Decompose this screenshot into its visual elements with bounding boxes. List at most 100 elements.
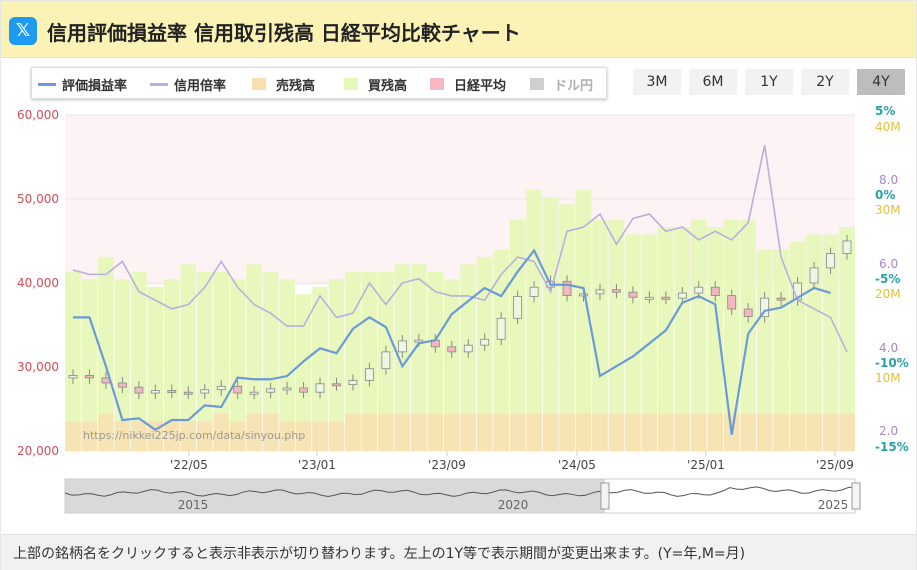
sell-balance-bar xyxy=(98,413,114,451)
right-axis-pct-tick: 0% xyxy=(875,188,895,202)
legend-item[interactable]: ドル円 xyxy=(554,79,594,94)
sell-balance-bar xyxy=(592,413,608,451)
sell-balance-bar xyxy=(690,413,707,451)
nikkei-candle xyxy=(463,344,473,353)
left-axis-tick: 20,000 xyxy=(17,444,59,458)
header-bar: 𝕏 信用評価損益率 信用取引残高 日経平均比較チャート xyxy=(1,1,916,58)
navigator-label: 2025 xyxy=(818,498,849,512)
legend-item[interactable]: 評価損益率 xyxy=(62,79,128,94)
sell-balance-bar xyxy=(213,413,230,451)
nikkei-candle xyxy=(513,296,523,319)
sell-balance-bar xyxy=(328,421,345,451)
buy-balance-bar xyxy=(493,249,509,451)
nikkei-candle xyxy=(562,280,572,297)
legend-swatch xyxy=(38,83,56,86)
sell-balance-bar xyxy=(443,413,460,451)
legend-item[interactable]: 日経平均 xyxy=(454,79,507,94)
sell-balance-bar xyxy=(476,413,493,451)
nikkei-candle xyxy=(842,240,852,254)
buy-balance-bar xyxy=(608,219,625,451)
nikkei-candle xyxy=(595,289,605,295)
sell-balance-bar xyxy=(526,413,542,451)
x-axis-tick: '25/01 xyxy=(687,458,725,472)
left-axis-tick: 40,000 xyxy=(17,276,59,290)
chart-svg: 60,000 50,000 40,000 30,000 20,000 https://ni… xyxy=(17,104,909,514)
buy-balance-bar xyxy=(690,219,707,451)
sell-balance-bar xyxy=(509,413,526,451)
sell-balance-bar xyxy=(559,413,575,451)
nikkei-candle xyxy=(612,289,621,293)
buy-balance-bar xyxy=(295,294,312,451)
legend-item[interactable]: 買残高 xyxy=(368,79,408,94)
legend-swatch xyxy=(252,78,266,90)
nikkei-candle xyxy=(414,339,424,343)
nikkei-candle xyxy=(644,296,654,300)
footer-text: 上部の銘柄名をクリックすると表示非表示が切り替わります。左上の1Y等で表示期間が… xyxy=(13,546,746,562)
buy-balance-bar xyxy=(98,256,114,451)
sell-balance-bar xyxy=(707,413,724,451)
sell-balance-bar xyxy=(542,413,559,451)
navigator-handle-left[interactable] xyxy=(600,482,610,510)
nikkei-candle xyxy=(776,297,786,301)
buy-balance-bar xyxy=(163,279,180,451)
buy-balance-bar xyxy=(131,271,147,451)
left-axis-tick: 30,000 xyxy=(17,360,59,374)
legend-swatch xyxy=(150,83,168,86)
nikkei-candle xyxy=(628,291,638,298)
nikkei-candle xyxy=(118,382,127,388)
margin-ratio-line xyxy=(72,144,848,353)
buy-balance-bar xyxy=(592,219,608,451)
nikkei-candle xyxy=(529,286,539,297)
legend-item[interactable]: 売残高 xyxy=(276,79,316,94)
right-axis-pct-tick: -5% xyxy=(875,272,900,286)
right-axis-balance-tick: 30M xyxy=(875,203,901,217)
nikkei-candle xyxy=(282,387,292,391)
sell-balance-bar xyxy=(674,413,691,451)
sell-balance-bar xyxy=(65,421,81,451)
legend-swatch xyxy=(530,78,544,90)
buy-balance-bar xyxy=(411,264,427,451)
nikkei-candle xyxy=(183,391,193,395)
right-axis-ratio-tick: 6.0 xyxy=(879,257,898,271)
sell-balance-bar xyxy=(641,413,658,451)
sell-balance-bar xyxy=(246,413,262,451)
nikkei-candle xyxy=(743,308,753,317)
sell-balance-bar xyxy=(163,421,180,451)
left-axis-tick: 60,000 xyxy=(17,108,59,122)
range-button[interactable]: 1Y xyxy=(745,69,793,95)
sell-balance-bar xyxy=(658,413,674,451)
x-axis-tick: '25/09 xyxy=(816,458,854,472)
sell-balance-bar xyxy=(131,421,147,451)
nikkei-candle xyxy=(447,346,457,353)
sell-balance-bar xyxy=(394,413,411,451)
nikkei-candle xyxy=(809,267,819,284)
sell-balance-bar xyxy=(493,413,509,451)
right-axis-ratio-tick: 4.0 xyxy=(879,341,898,355)
buy-balance-bar xyxy=(427,271,444,451)
buy-balance-bar xyxy=(839,227,855,451)
legend-item[interactable]: 信用倍率 xyxy=(174,79,227,94)
sell-balance-bar xyxy=(575,413,592,451)
range-button[interactable]: 2Y xyxy=(801,69,849,95)
nikkei-candle xyxy=(85,374,94,379)
sell-balance-bar xyxy=(756,413,773,451)
left-axis-tick: 50,000 xyxy=(17,192,59,206)
buy-balance-bar xyxy=(345,271,361,451)
nikkei-candle xyxy=(216,385,226,391)
sell-balance-bar xyxy=(229,421,246,451)
nikkei-candle xyxy=(579,293,588,297)
right-axis-pct-tick: 5% xyxy=(875,104,895,118)
buy-balance-bar xyxy=(542,197,559,451)
nikkei-candle xyxy=(299,387,308,393)
range-button[interactable]: 3M xyxy=(633,69,681,95)
x-icon[interactable]: 𝕏 xyxy=(9,17,37,45)
sell-balance-bar xyxy=(378,413,394,451)
sell-balance-bar xyxy=(295,421,312,451)
navigator-handle-right[interactable] xyxy=(851,482,861,510)
legend-swatch xyxy=(430,78,444,90)
buy-balance-bar xyxy=(559,204,575,451)
range-button[interactable]: 6M xyxy=(689,69,737,95)
range-button[interactable]: 4Y xyxy=(857,69,905,95)
right-axis-balance-tick: 10M xyxy=(875,371,901,385)
